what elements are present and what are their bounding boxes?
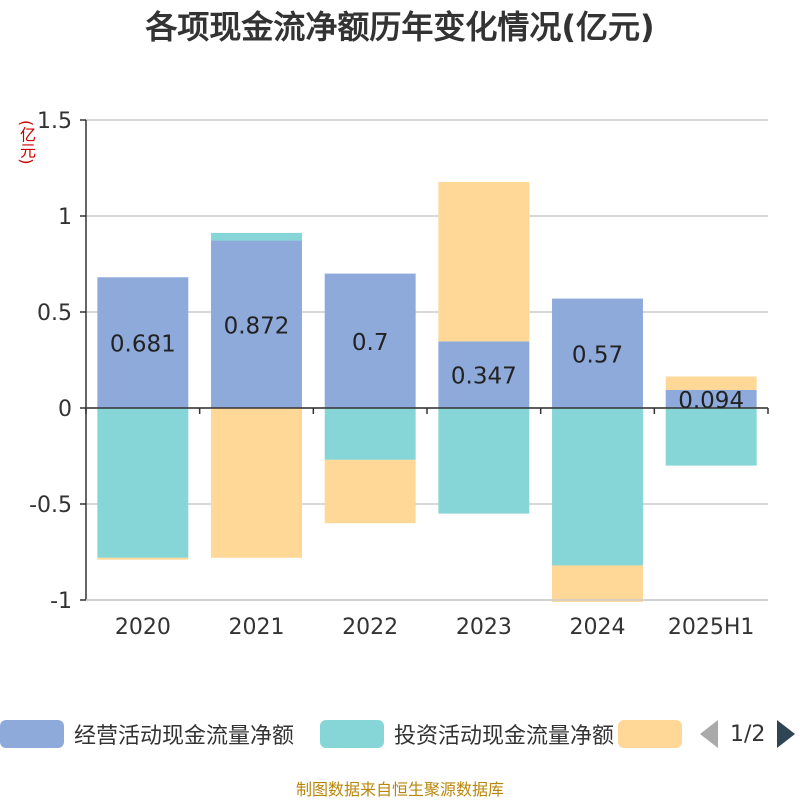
legend-item-third[interactable]: [618, 716, 682, 752]
data-label: 0.872: [224, 313, 290, 339]
data-label: 0.347: [451, 364, 517, 390]
data-label: 0.094: [678, 388, 744, 414]
legend: 经营活动现金流量净额 投资活动现金流量净额 1/2: [0, 716, 800, 756]
y-tick-label: 0.5: [37, 301, 72, 326]
bar-1-2022: [324, 273, 416, 408]
bar-2-2025H1: [665, 408, 757, 466]
bar-2-2022: [324, 408, 416, 460]
bar-3-2023: [438, 182, 530, 342]
x-tick-label: 2021: [229, 615, 285, 640]
legend-page-indicator: 1/2: [730, 721, 766, 747]
data-label: 0.57: [572, 342, 623, 368]
legend-swatch-operating: [0, 720, 64, 748]
x-tick-label: 2022: [342, 615, 398, 640]
x-tick-label: 2020: [115, 615, 171, 640]
bar-1-2024: [552, 298, 643, 408]
y-axis-unit-label: (亿元): [17, 120, 36, 165]
bar-3-2021: [211, 408, 302, 558]
bar-3-2020: [97, 557, 189, 560]
chart-title: 各项现金流净额历年变化情况(亿元): [145, 8, 655, 46]
bar-2-2023: [438, 408, 530, 514]
y-tick-label: 1: [58, 205, 72, 230]
legend-swatch-third: [618, 720, 682, 748]
bar-1-2023: [438, 341, 530, 408]
bar-1-2025H1: [665, 389, 757, 408]
stacked-bar-chart: 1.5 1 0.5 0 -0.5 -1 2020 2021 2022 2023 2024 2025H1…: [29, 109, 769, 640]
legend-item-investing[interactable]: 投资活动现金流量净额: [320, 716, 614, 752]
legend-prev-arrow-icon[interactable]: [700, 720, 718, 748]
legend-item-operating[interactable]: 经营活动现金流量净额: [0, 716, 294, 752]
bar-1-2021: [211, 240, 302, 408]
x-tick-label: 2023: [456, 615, 512, 640]
legend-next-arrow-icon[interactable]: [777, 720, 796, 748]
data-label: 0.7: [352, 330, 389, 356]
y-tick-label: -0.5: [29, 493, 72, 518]
legend-pager: 1/2: [700, 716, 796, 752]
bar-3-2025H1: [665, 376, 757, 390]
x-tick-label: 2024: [570, 615, 626, 640]
y-tick-label: 0: [58, 397, 72, 422]
x-tick-label: 2025H1: [668, 615, 755, 640]
legend-label-operating: 经营活动现金流量净额: [74, 724, 295, 749]
y-tick-label: -1: [50, 589, 72, 614]
bar-2-2024: [552, 408, 643, 566]
y-tick-label: 1.5: [37, 109, 72, 134]
bar-3-2022: [324, 459, 416, 524]
legend-swatch-investing: [320, 720, 384, 748]
bar-2-2021: [211, 232, 302, 241]
bar-2-2020: [97, 408, 189, 558]
data-label: 0.681: [110, 332, 176, 358]
bar-3-2024: [552, 565, 643, 602]
data-source-note: 制图数据来自恒生聚源数据库: [295, 780, 504, 799]
legend-label-investing: 投资活动现金流量净额: [394, 724, 615, 749]
bar-1-2020: [97, 277, 189, 408]
